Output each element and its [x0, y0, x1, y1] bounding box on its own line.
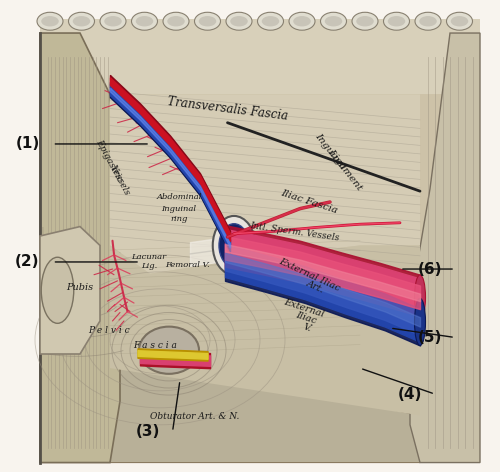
Ellipse shape: [419, 16, 437, 26]
Text: Inguinal: Inguinal: [162, 205, 196, 212]
Ellipse shape: [324, 16, 342, 26]
Ellipse shape: [384, 12, 409, 30]
Ellipse shape: [37, 12, 63, 30]
Ellipse shape: [163, 12, 189, 30]
Ellipse shape: [450, 16, 468, 26]
Text: Intl. Sperm. Vessels: Intl. Sperm. Vessels: [250, 221, 340, 243]
Ellipse shape: [226, 12, 252, 30]
Text: Lacunar: Lacunar: [132, 253, 166, 261]
Text: (3): (3): [136, 424, 160, 439]
Text: (6): (6): [418, 261, 442, 277]
Text: (5): (5): [418, 330, 442, 345]
Text: V.: V.: [302, 322, 312, 333]
Ellipse shape: [289, 12, 315, 30]
Text: Iliac: Iliac: [294, 311, 318, 326]
Ellipse shape: [446, 12, 472, 30]
Text: (1): (1): [16, 136, 40, 152]
Ellipse shape: [320, 12, 346, 30]
Ellipse shape: [139, 327, 199, 374]
Ellipse shape: [262, 16, 279, 26]
Ellipse shape: [194, 12, 220, 30]
Text: ring: ring: [170, 215, 188, 223]
Ellipse shape: [230, 16, 248, 26]
Polygon shape: [40, 330, 420, 463]
Ellipse shape: [414, 275, 426, 320]
Text: F a s c i a: F a s c i a: [133, 341, 177, 350]
Text: (2): (2): [15, 254, 40, 270]
Ellipse shape: [414, 298, 426, 346]
Text: Iliac Fascia: Iliac Fascia: [280, 189, 338, 215]
Text: Obturator Art. & N.: Obturator Art. & N.: [150, 412, 240, 421]
Ellipse shape: [41, 16, 59, 26]
Polygon shape: [40, 19, 480, 94]
Ellipse shape: [415, 12, 441, 30]
Text: Inguinal: Inguinal: [313, 131, 347, 171]
Text: Transversalis Fascia: Transversalis Fascia: [166, 95, 288, 122]
Ellipse shape: [352, 12, 378, 30]
Polygon shape: [110, 245, 420, 415]
Text: Art.: Art.: [304, 279, 326, 295]
Ellipse shape: [199, 16, 216, 26]
Ellipse shape: [293, 16, 311, 26]
Ellipse shape: [136, 16, 154, 26]
Ellipse shape: [100, 12, 126, 30]
Text: P e l v i c: P e l v i c: [88, 326, 130, 335]
Text: Epigastric: Epigastric: [94, 138, 124, 183]
Polygon shape: [410, 33, 480, 463]
Ellipse shape: [41, 257, 74, 323]
Ellipse shape: [68, 12, 94, 30]
Ellipse shape: [388, 16, 405, 26]
Polygon shape: [110, 94, 420, 274]
Ellipse shape: [132, 12, 158, 30]
Text: Femoral V.: Femoral V.: [165, 261, 210, 269]
Text: External: External: [282, 297, 326, 319]
Text: Ligament: Ligament: [326, 148, 364, 192]
Text: Vessels: Vessels: [108, 164, 132, 197]
Text: Abdominal: Abdominal: [156, 194, 202, 201]
Ellipse shape: [104, 16, 122, 26]
Text: (4): (4): [398, 387, 422, 402]
Polygon shape: [40, 19, 480, 463]
Text: Pubis: Pubis: [66, 283, 94, 293]
Polygon shape: [40, 33, 120, 463]
Text: Lig.: Lig.: [141, 262, 157, 270]
Ellipse shape: [219, 224, 249, 267]
Ellipse shape: [356, 16, 374, 26]
Polygon shape: [40, 227, 100, 354]
Ellipse shape: [213, 216, 256, 275]
Ellipse shape: [258, 12, 283, 30]
Ellipse shape: [73, 16, 90, 26]
Ellipse shape: [226, 235, 235, 246]
Text: External Iliac: External Iliac: [277, 256, 341, 293]
Ellipse shape: [167, 16, 185, 26]
